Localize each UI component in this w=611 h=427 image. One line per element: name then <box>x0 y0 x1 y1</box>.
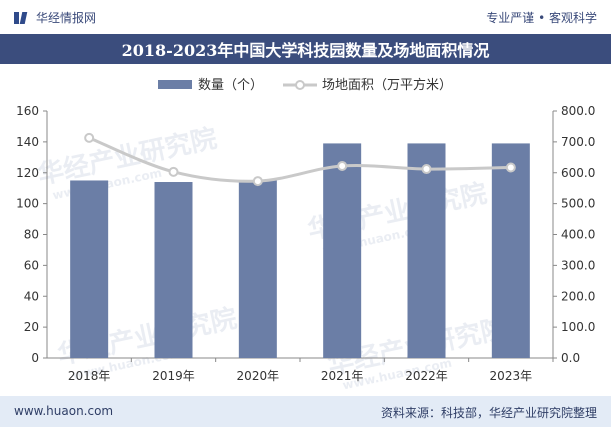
line-point <box>168 166 179 177</box>
legend-bar-swatch <box>158 80 192 89</box>
footer-source: 资料来源：科技部，华经产业研究院整理 <box>380 406 597 420</box>
legend-line-marker <box>295 80 305 90</box>
chart-title: 2018-2023年中国大学科技园数量及场地面积情况 <box>0 34 611 64</box>
y-left-tick-label: 160 <box>16 104 39 118</box>
bar <box>323 143 362 358</box>
top-bar: 华经情报网 专业严谨 • 客观科学 <box>0 0 611 34</box>
y-left-tick-label: 0 <box>31 351 39 365</box>
brand: 华经情报网 <box>14 9 96 26</box>
y-left-tick-label: 140 <box>16 135 39 149</box>
y-left-tick-label: 20 <box>24 320 39 334</box>
line-point <box>421 164 432 175</box>
bar <box>491 143 530 358</box>
y-right-tick-label: 600.0 <box>561 166 595 180</box>
combo-chart: 华经产业研究院www.huaon.com华经产业研究院www.huaon.com… <box>16 77 595 392</box>
y-right-tick-label: 500.0 <box>561 197 595 211</box>
line-point <box>252 176 263 187</box>
chart-area: 华经产业研究院www.huaon.com华经产业研究院www.huaon.com… <box>0 64 611 394</box>
bar <box>154 182 193 358</box>
y-left-tick-label: 120 <box>16 166 39 180</box>
line-point <box>337 160 348 171</box>
x-tick-label: 2020年 <box>237 369 280 383</box>
legend-line-label: 场地面积（万平方米） <box>322 77 452 93</box>
y-right-tick-label: 700.0 <box>561 135 595 149</box>
y-right-tick-label: 200.0 <box>561 289 595 303</box>
x-tick-label: 2019年 <box>152 369 195 383</box>
brand-name: 华经情报网 <box>36 11 97 25</box>
x-tick-label: 2018年 <box>68 369 111 383</box>
footer: www.huaon.com 资料来源：科技部，华经产业研究院整理 <box>0 396 611 427</box>
slogan: 专业严谨 • 客观科学 <box>486 11 597 25</box>
bar <box>407 143 446 358</box>
line-point <box>84 132 95 143</box>
y-right-tick-label: 400.0 <box>561 228 595 242</box>
y-left-tick-label: 60 <box>24 258 39 272</box>
y-right-tick-label: 800.0 <box>561 104 595 118</box>
y-left-tick-label: 40 <box>24 289 39 303</box>
legend-bar-label: 数量（个） <box>198 78 263 93</box>
brand-logo-icon <box>14 11 28 25</box>
bar <box>238 180 277 358</box>
y-left-tick-label: 100 <box>16 197 39 211</box>
y-right-tick-label: 100.0 <box>561 320 595 334</box>
x-tick-label: 2022年 <box>405 369 448 383</box>
y-left-tick-label: 80 <box>24 228 39 242</box>
series-line <box>88 136 511 183</box>
y-right-tick-label: 300.0 <box>561 258 595 272</box>
footer-url[interactable]: www.huaon.com <box>14 404 114 418</box>
x-tick-label: 2023年 <box>490 369 533 383</box>
line-point <box>505 162 516 173</box>
y-right-tick-label: 0.0 <box>561 351 580 365</box>
x-tick-label: 2021年 <box>321 369 364 383</box>
bar <box>70 180 109 358</box>
